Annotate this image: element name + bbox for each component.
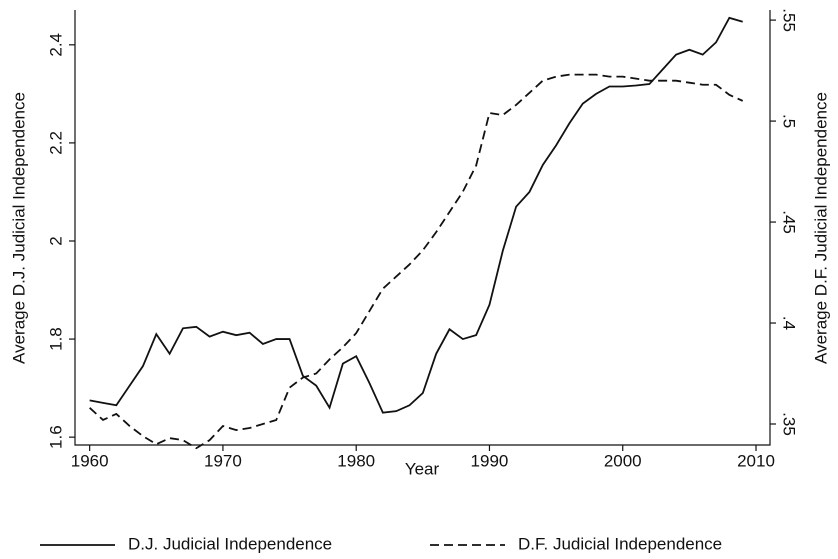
- y2-tick-label: .4: [780, 316, 799, 330]
- legend-label: D.F. Judicial Independence: [518, 534, 722, 553]
- y-tick-label: 2.4: [46, 33, 65, 57]
- y-tick-label: 2.2: [46, 131, 65, 155]
- x-tick-label: 1990: [471, 451, 509, 470]
- y-tick-label: 1.8: [46, 327, 65, 351]
- y2-tick-label: .55: [780, 8, 799, 32]
- x-axis-label: Year: [405, 459, 440, 478]
- x-tick-label: 1970: [204, 451, 242, 470]
- series-line: [89, 16, 743, 414]
- series-line: [89, 73, 744, 450]
- y2-tick-label: .45: [780, 210, 799, 234]
- legend-label: D.J. Judicial Independence: [128, 534, 332, 553]
- y-tick-label: 2: [46, 236, 65, 245]
- y-axis-label: Average D.J. Judicial Independence: [9, 92, 28, 364]
- x-tick-label: 1980: [337, 451, 375, 470]
- x-tick-label: 2010: [737, 451, 775, 470]
- y2-tick-label: .5: [780, 114, 799, 128]
- axes: [74, 10, 771, 446]
- x-tick-label: 1960: [71, 451, 109, 470]
- y2-tick-label: .35: [780, 412, 799, 436]
- y2-axis-label: Average D.F. Judicial Independence: [811, 92, 830, 364]
- x-tick-label: 2000: [604, 451, 642, 470]
- y-tick-label: 1.6: [46, 425, 65, 449]
